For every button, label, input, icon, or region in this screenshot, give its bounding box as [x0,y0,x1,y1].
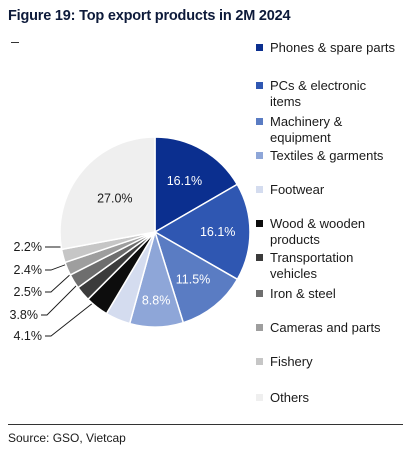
legend-label: Fishery [270,354,313,369]
legend-label: Phones & spare parts [270,40,396,55]
slice-label-8: 2.4% [14,263,43,277]
pie-slice-2 [153,183,251,281]
legend-label: Iron & steel [270,286,336,301]
legend-swatch [256,290,263,297]
legend-label: PCs & electronic items [270,78,367,109]
legend-label: Footwear [270,182,325,197]
legend-label: Textiles & garments [270,148,384,163]
legend-swatch [256,220,263,227]
legend-swatch [256,324,263,331]
legend-swatch [256,152,263,159]
source-note: Source: GSO, Vietcap [8,431,126,445]
legend-label: Wood & wooden products [270,216,366,247]
leader-line-7 [45,271,74,293]
legend-swatch [256,82,263,89]
chart-title: Figure 19: Top export products in 2M 202… [8,8,291,24]
leader-line-6 [41,281,81,316]
slice-label-7: 2.5% [14,285,43,299]
pie-slice-11 [59,136,156,251]
slice-label-3: 11.5% [176,272,211,286]
legend-swatch [256,118,263,125]
legend-swatch [256,44,263,51]
source-rule [8,424,403,425]
legend-swatch [256,254,263,261]
legend-label: Transportation vehicles [270,250,354,281]
leader-line-5 [45,294,104,337]
legend-label: Machinery & equipment [270,114,343,145]
legend-label: Cameras and parts [270,320,381,335]
slice-label-2: 16.1% [200,225,235,239]
legend-label: Others [270,390,310,405]
slice-label-11: 27.0% [97,192,132,206]
pie-slice-1 [154,136,239,234]
slice-label-1: 16.1% [167,174,202,188]
slice-label-9: 2.2% [14,240,43,254]
title-rule [11,42,19,43]
slice-label-4: 8.8% [142,293,171,307]
leader-line-8 [45,262,71,271]
legend-swatch [256,358,263,365]
legend-swatch [256,394,263,401]
pie-slice-3 [153,230,239,324]
slice-label-5: 4.1% [14,329,43,343]
slice-label-6: 3.8% [10,308,39,322]
legend-swatch [256,186,263,193]
